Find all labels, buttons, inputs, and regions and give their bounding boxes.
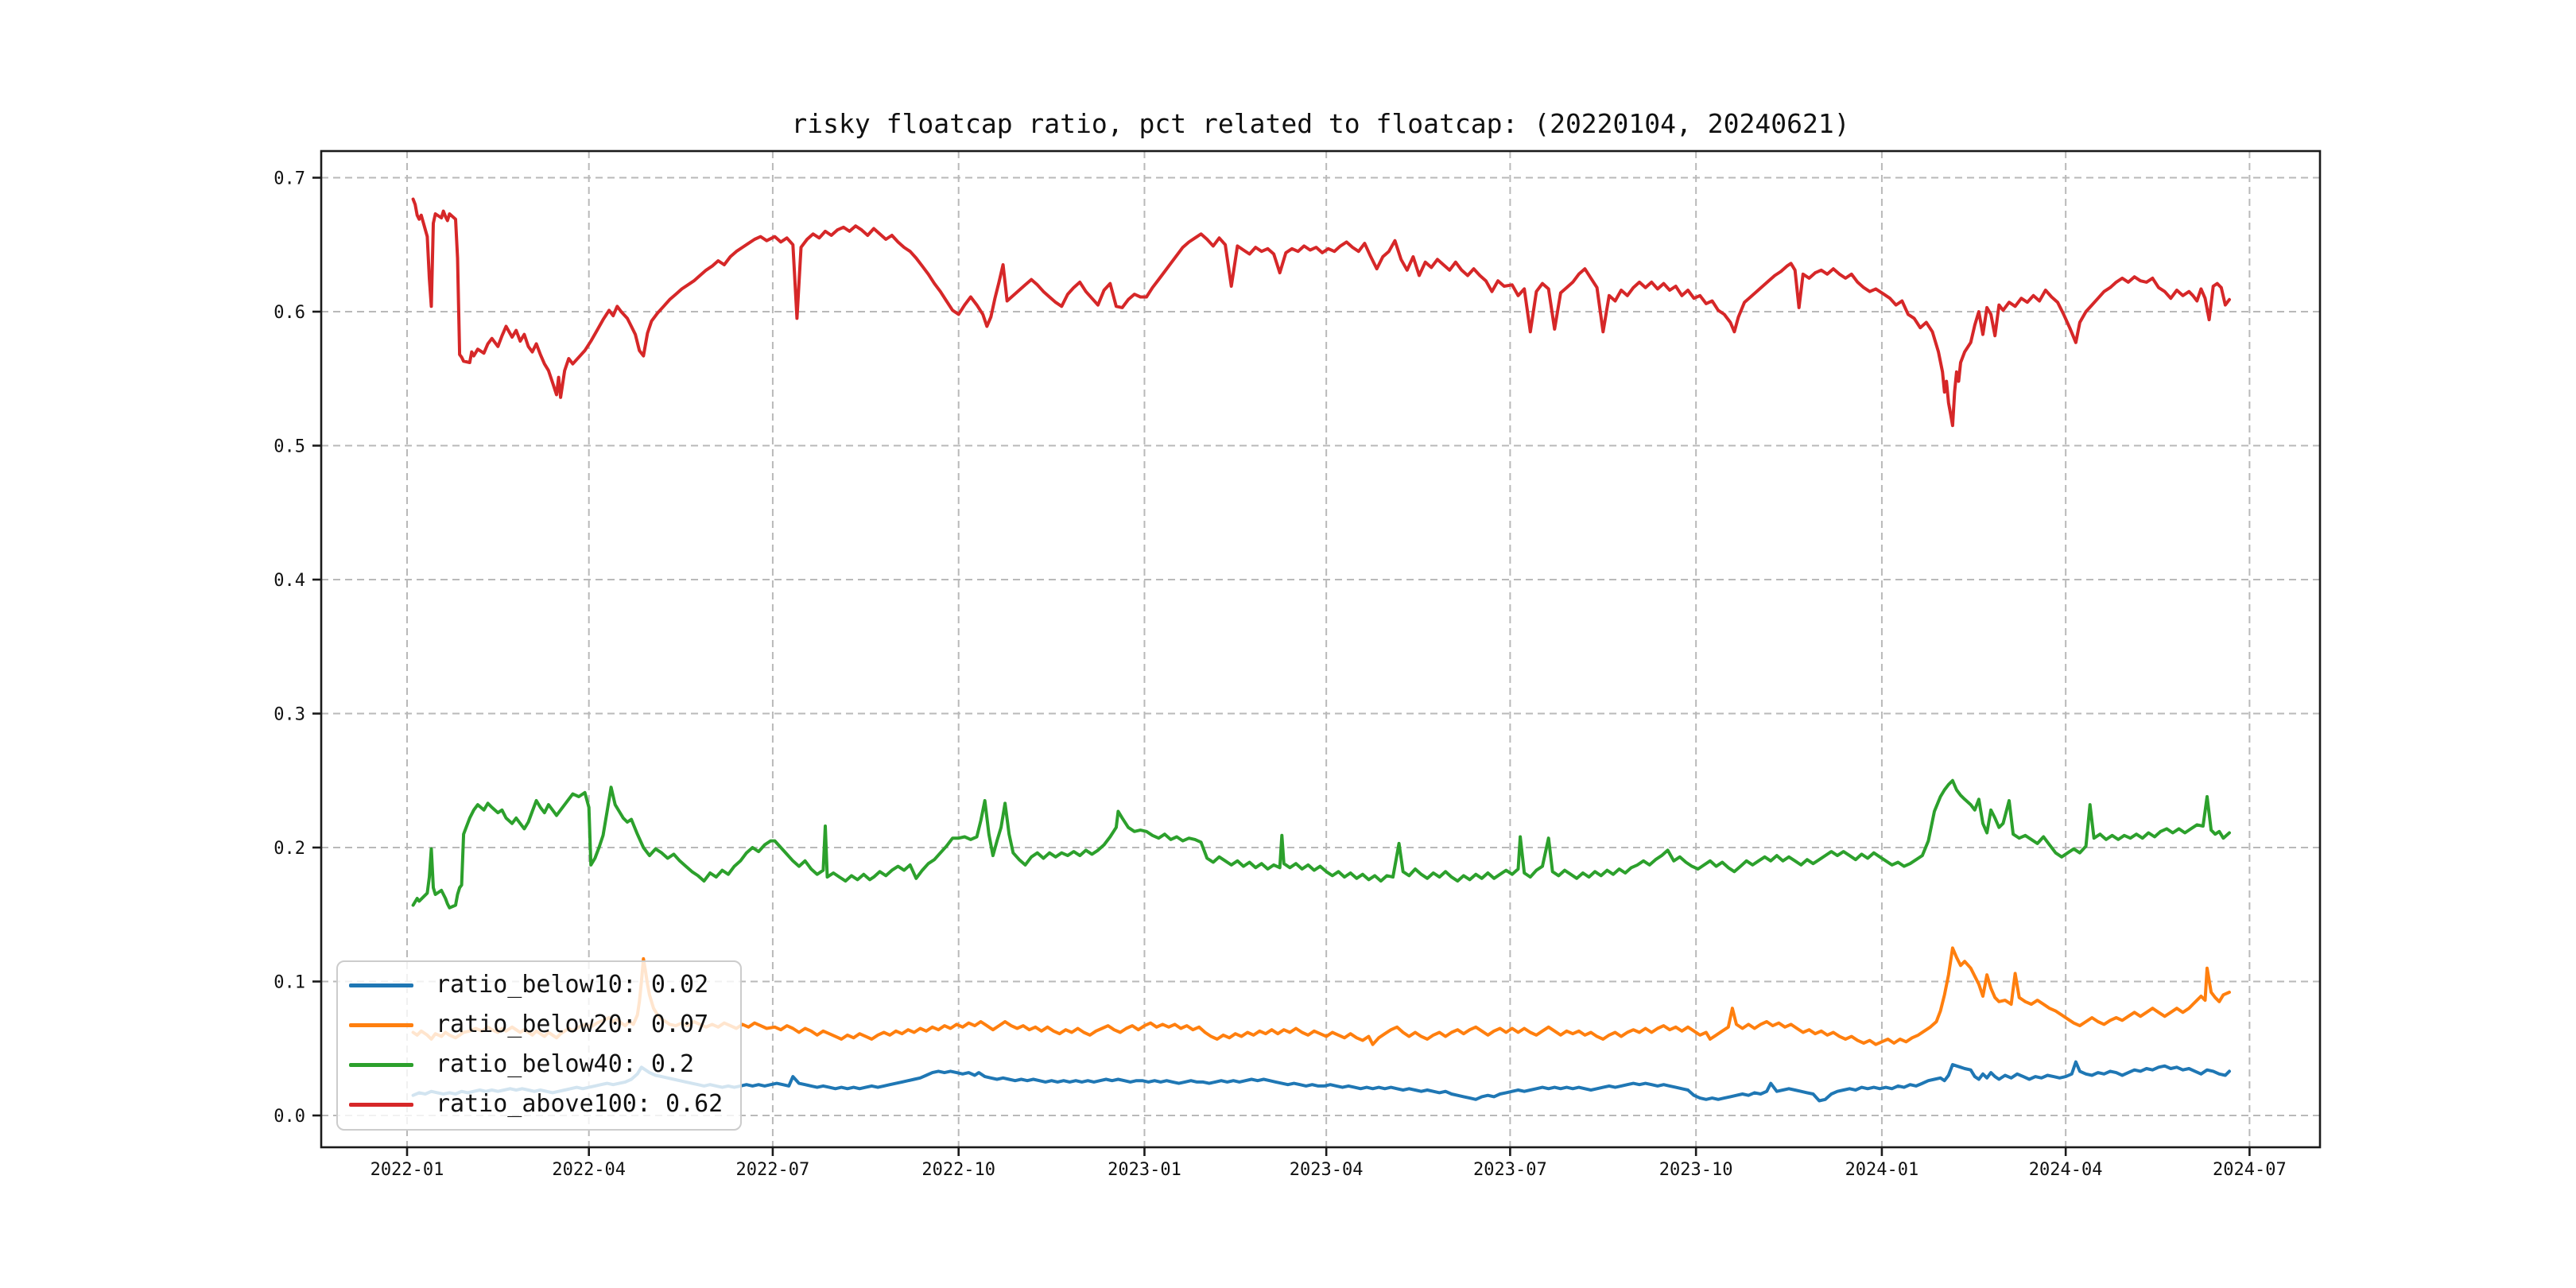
legend-line-swatch — [349, 1102, 413, 1107]
legend: ratio_below10: 0.02 ratio_below20: 0.07 ra… — [336, 960, 742, 1131]
y-tick-label: 0.5 — [274, 437, 305, 457]
legend-label: ratio_below40: 0.2 — [436, 1050, 695, 1078]
series-line-ratio_below40 — [411, 778, 2231, 910]
chart-title: risky floatcap ratio, pct related to flo… — [791, 108, 1850, 139]
y-tick-label: 0.2 — [274, 839, 305, 859]
legend-label: ratio_below10: 0.02 — [436, 971, 709, 999]
x-tick-label: 2024-04 — [2029, 1160, 2103, 1180]
x-tick-label: 2023-07 — [1473, 1160, 1547, 1180]
y-tick-label: 0.4 — [274, 571, 305, 591]
x-tick-label: 2023-10 — [1659, 1160, 1733, 1180]
series-line-ratio_above100 — [411, 197, 2231, 428]
x-tick-label: 2022-10 — [921, 1160, 995, 1180]
legend-row: ratio_below40: 0.2 — [338, 1045, 740, 1084]
legend-line-swatch — [349, 1062, 413, 1067]
legend-row: ratio_below20: 0.07 — [338, 1005, 740, 1045]
legend-label: ratio_above100: 0.62 — [436, 1090, 724, 1118]
x-tick-label: 2023-01 — [1108, 1160, 1181, 1180]
y-tick-label: 0.7 — [274, 169, 305, 189]
legend-row: ratio_above100: 0.62 — [338, 1084, 740, 1124]
x-tick-label: 2024-07 — [2213, 1160, 2287, 1180]
y-tick-label: 0.1 — [274, 973, 305, 993]
x-tick-label: 2022-04 — [552, 1160, 626, 1180]
x-tick-label: 2022-07 — [736, 1160, 810, 1180]
x-tick-label: 2022-01 — [370, 1160, 444, 1180]
legend-label: ratio_below20: 0.07 — [436, 1011, 709, 1038]
y-tick-label: 0.6 — [274, 303, 305, 323]
axes-spines — [320, 149, 2322, 1149]
y-tick-label: 0.0 — [274, 1107, 305, 1127]
y-tick-label: 0.3 — [274, 705, 305, 725]
legend-row: ratio_below10: 0.02 — [338, 965, 740, 1005]
legend-line-swatch — [349, 983, 413, 987]
x-tick-label: 2024-01 — [1845, 1160, 1919, 1180]
legend-line-swatch — [349, 1022, 413, 1027]
x-tick-label: 2023-04 — [1290, 1160, 1364, 1180]
